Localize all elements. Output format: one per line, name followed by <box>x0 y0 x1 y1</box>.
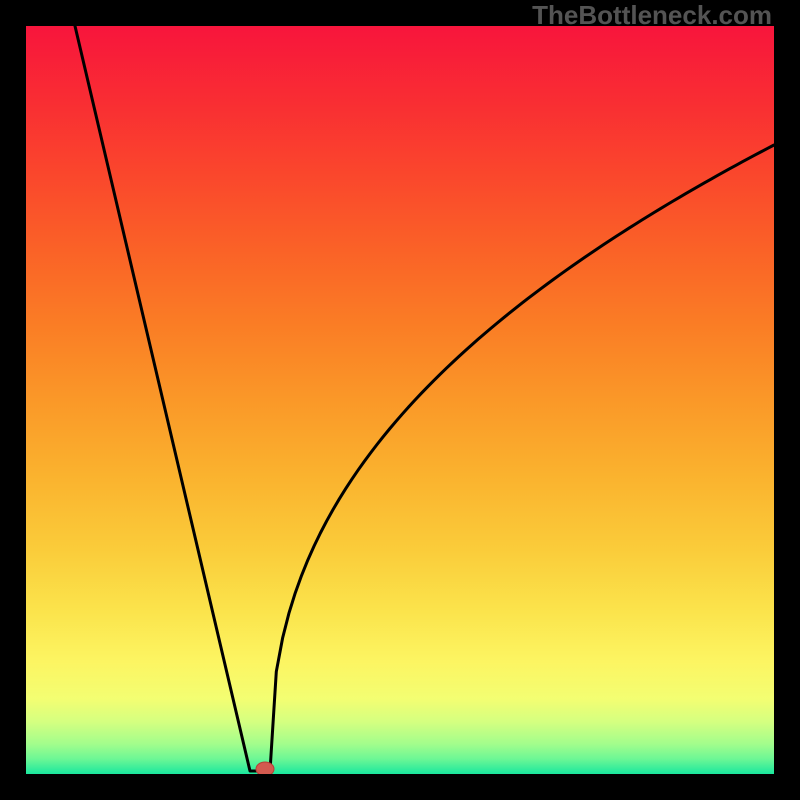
bottleneck-curve-path <box>75 26 774 771</box>
optimal-point-marker <box>256 762 274 774</box>
chart-container: TheBottleneck.com <box>0 0 800 800</box>
bottleneck-curve <box>26 26 774 774</box>
watermark-text: TheBottleneck.com <box>532 0 772 31</box>
plot-area <box>26 26 774 774</box>
